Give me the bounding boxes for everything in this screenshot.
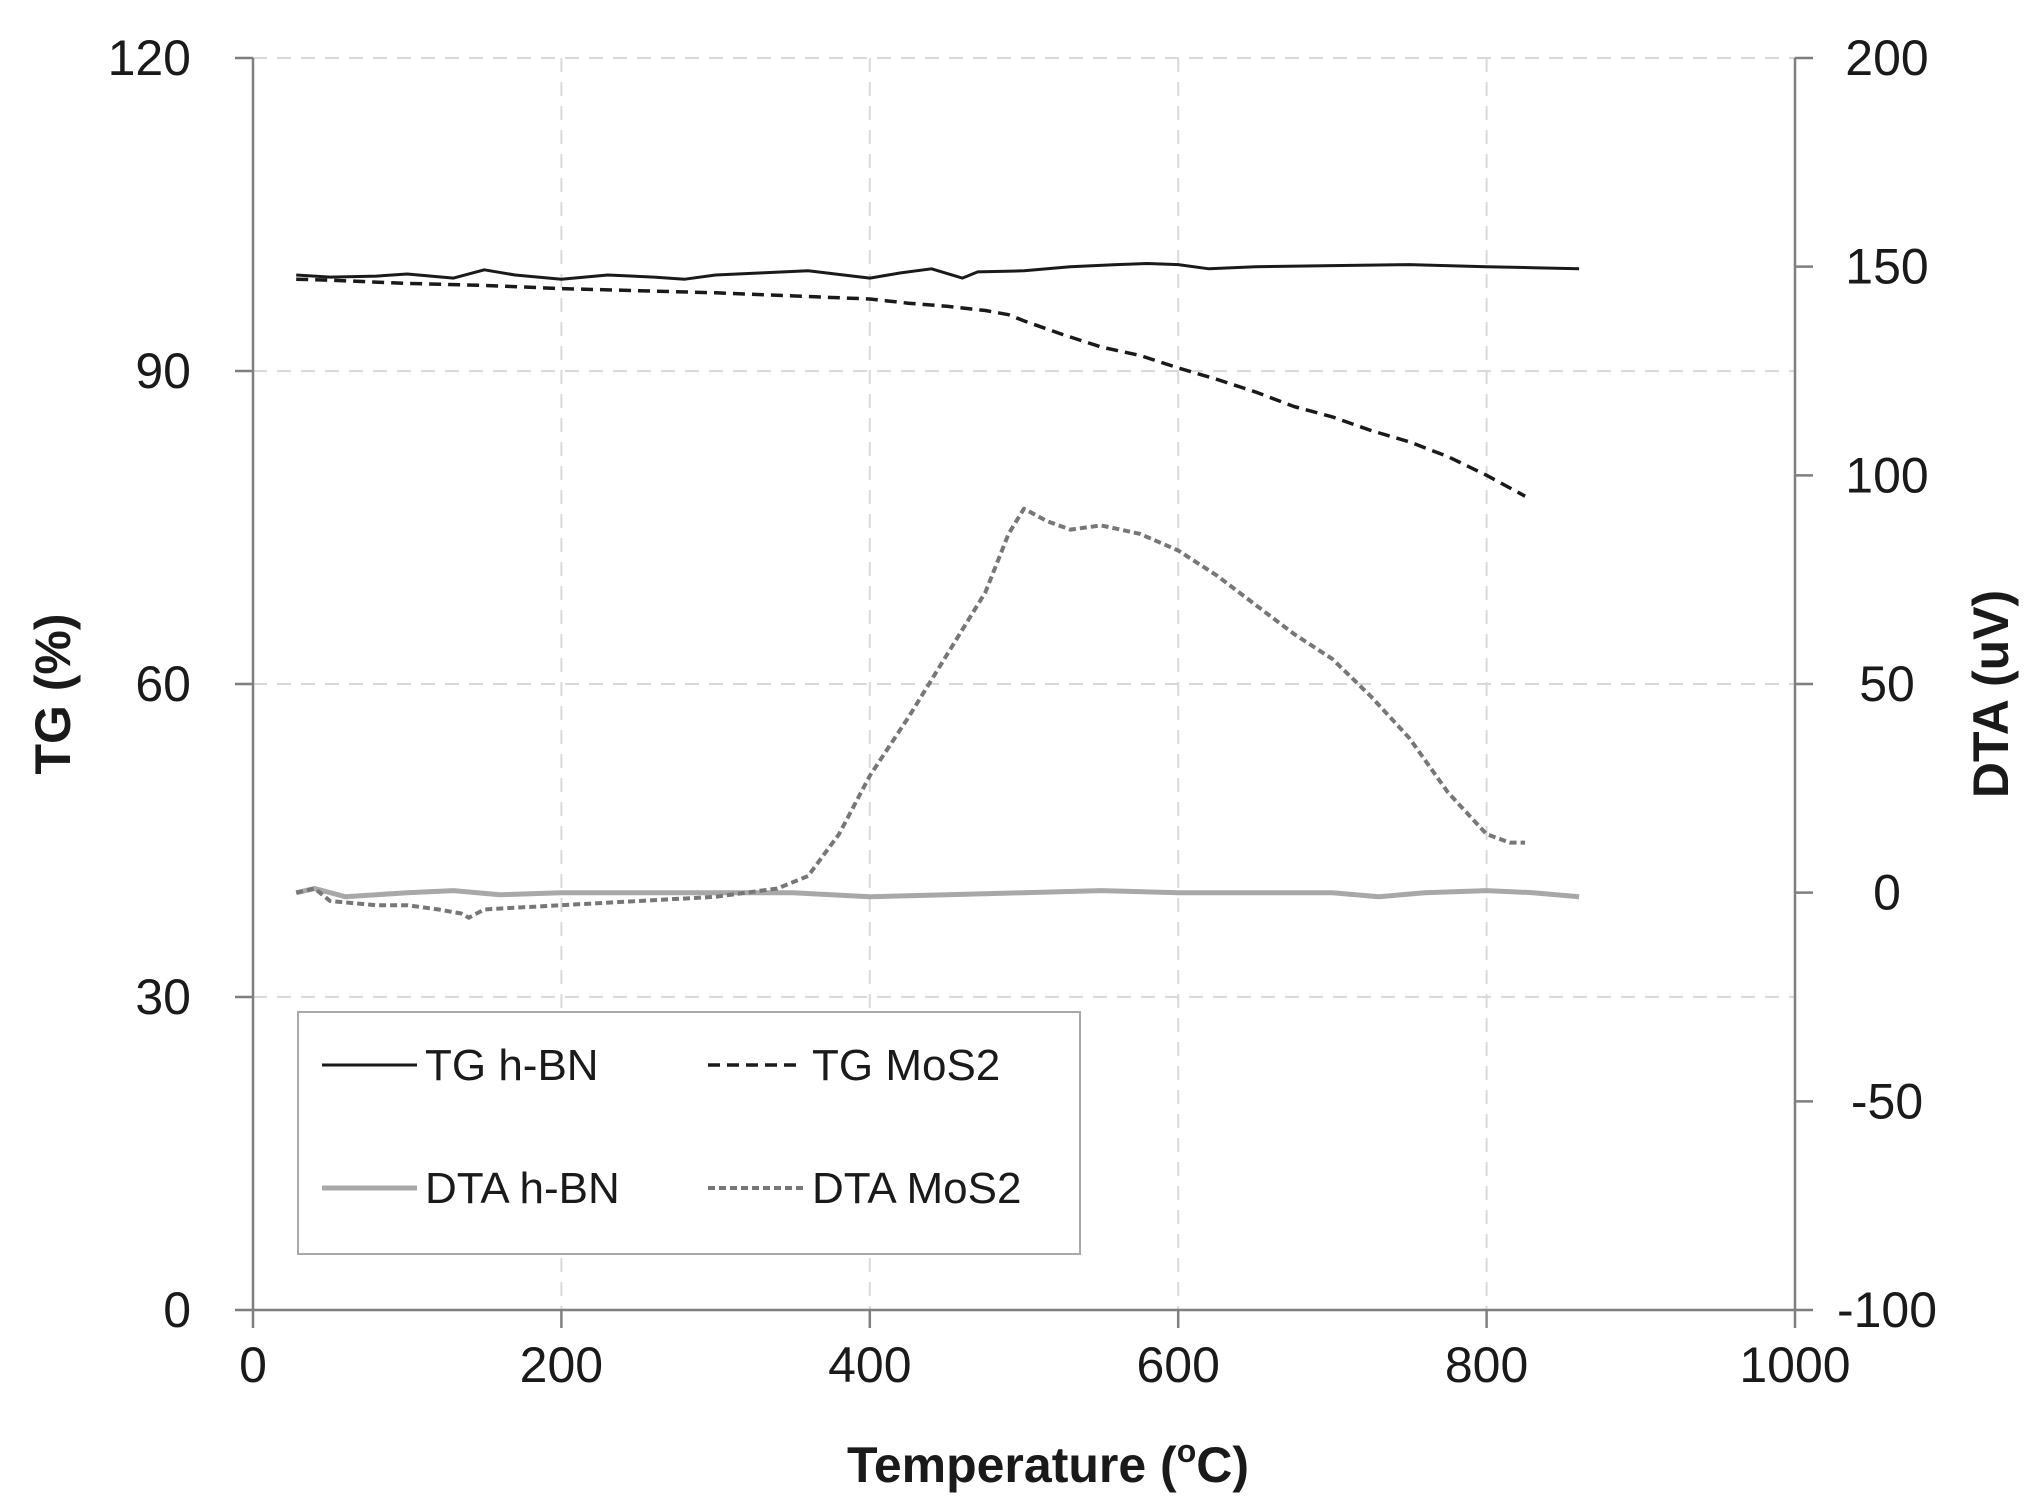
y2-tick-label: 0 [1873, 865, 1901, 921]
y2-tick-label: 100 [1845, 447, 1928, 503]
y2-axis-title: DTA (uV) [1963, 590, 2019, 798]
legend-label: DTA h-BN [425, 1164, 620, 1213]
legend-label: DTA MoS2 [812, 1164, 1021, 1213]
x-tick-label: 0 [239, 1337, 267, 1393]
legend-label: TG MoS2 [812, 1041, 1000, 1090]
series-line-tg-h-bn [296, 262, 1580, 281]
y-tick-label: 30 [135, 969, 191, 1025]
y-tick-label: 0 [163, 1282, 191, 1338]
y2-tick-label: 200 [1845, 30, 1928, 86]
axes [235, 56, 1813, 1328]
series-line-dta-h-bn [295, 886, 1580, 900]
x-tick-label: 200 [520, 1337, 603, 1393]
y2-tick-label: -100 [1837, 1282, 1937, 1338]
y2-tick-label: 50 [1859, 656, 1915, 712]
y2-tick-label: 150 [1845, 239, 1928, 295]
legend-label: TG h-BN [425, 1041, 599, 1090]
y2-tick-label: -50 [1851, 1073, 1923, 1129]
series-line-dta-mos2 [295, 506, 1526, 920]
x-tick-label: 800 [1445, 1337, 1528, 1393]
legend: TG h-BN TG MoS2 DTA h-BN DTA MoS2 [297, 1011, 1081, 1255]
series-line-tg-mos2 [296, 277, 1526, 498]
tick-labels: 0 200 400 600 800 1000 0 30 60 90 120 -100 -50 0 50 100… [108, 30, 1937, 1393]
y-axis-title: TG (%) [25, 613, 81, 774]
x-tick-label: 1000 [1739, 1337, 1850, 1393]
series-lines [295, 262, 1580, 920]
x-axis-title: Temperature (oC) [847, 1433, 1249, 1493]
x-tick-label: 400 [828, 1337, 911, 1393]
x-tick-label: 600 [1136, 1337, 1219, 1393]
y-tick-label: 90 [135, 343, 191, 399]
y-tick-label: 60 [135, 656, 191, 712]
legend-box [297, 1011, 1081, 1255]
y-tick-label: 120 [108, 30, 191, 86]
